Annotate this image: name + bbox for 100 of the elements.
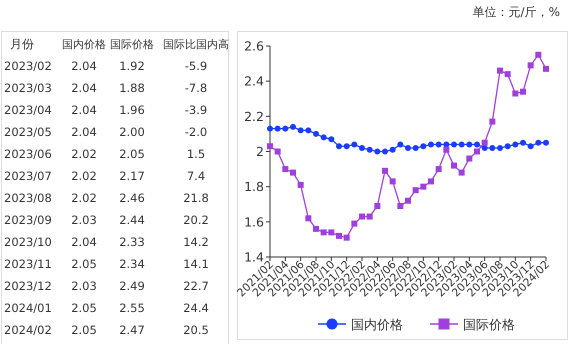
point	[512, 141, 518, 148]
data-label: -2.0	[184, 125, 208, 139]
text: 国内价格	[62, 38, 106, 51]
point	[504, 71, 511, 78]
point	[420, 143, 426, 150]
data-label: 2.05	[71, 301, 97, 315]
data-label: 2.34	[119, 257, 145, 271]
data-label: 2.17	[119, 169, 145, 183]
point	[528, 62, 534, 68]
y-tick-label: 1.6	[244, 214, 264, 230]
point	[405, 198, 411, 204]
point	[305, 215, 312, 222]
point	[336, 143, 342, 150]
point	[366, 146, 373, 153]
data-label: 2.04	[71, 125, 97, 139]
point	[328, 136, 334, 142]
point	[497, 68, 503, 74]
point	[405, 144, 411, 151]
point	[528, 143, 534, 150]
category-label: 2023/10	[4, 235, 52, 249]
point	[420, 184, 426, 190]
data-label: 2.04	[71, 59, 97, 73]
point	[290, 124, 296, 130]
point	[390, 178, 396, 184]
point	[359, 214, 365, 220]
data-label: 7.4	[186, 169, 206, 183]
data-label: 24.4	[183, 301, 209, 315]
data-label: 2.03	[71, 279, 97, 293]
point	[382, 168, 388, 174]
category-label: 2023/03	[4, 81, 52, 95]
data-label: 2.05	[71, 323, 97, 337]
category-label: 2023/04	[4, 103, 52, 117]
data-label: 2.04	[71, 235, 97, 249]
data-label: 1.88	[119, 81, 145, 95]
point	[351, 141, 358, 148]
point	[382, 148, 388, 154]
data-label: 14.2	[183, 235, 209, 249]
point	[320, 134, 327, 140]
point	[428, 141, 434, 148]
point	[290, 170, 296, 176]
category-label: 2024/01	[4, 301, 52, 315]
point	[535, 52, 542, 58]
point	[267, 143, 273, 150]
category-label: 2023/07	[4, 169, 52, 183]
category-label: 2023/08	[4, 191, 52, 205]
point	[351, 220, 358, 227]
data-label: 14.1	[183, 257, 209, 271]
data-label: 2.02	[71, 169, 97, 183]
data-label: 2.49	[119, 279, 145, 293]
y-tick-label: 2.6	[244, 38, 264, 54]
data-label: 2.00	[119, 125, 145, 139]
point	[366, 214, 373, 220]
category-label: 2023/05	[4, 125, 52, 139]
data-label: 2.02	[71, 147, 97, 161]
point	[512, 90, 518, 96]
point	[497, 144, 503, 151]
point	[267, 126, 273, 132]
y-tick-label: 2.4	[244, 74, 264, 89]
data-label: -5.9	[184, 59, 208, 73]
data-label: 21.8	[183, 191, 209, 205]
point	[428, 178, 434, 184]
point	[412, 144, 419, 151]
point	[466, 141, 472, 148]
point	[313, 226, 319, 232]
data-label: 2.46	[119, 191, 145, 205]
data-label: 1.5	[186, 147, 206, 161]
data-label: 2.44	[119, 213, 145, 227]
point	[313, 130, 319, 137]
y-tick-label: 1.8	[244, 179, 264, 194]
point	[489, 144, 496, 151]
text: 国际价格	[110, 38, 154, 51]
point	[504, 143, 511, 150]
point	[489, 118, 496, 125]
point	[443, 146, 450, 153]
point	[535, 140, 542, 146]
data-label: 2.55	[119, 301, 145, 315]
point	[474, 148, 480, 154]
data-label: 2.05	[119, 147, 145, 161]
data-label: 2.04	[71, 81, 97, 95]
y-tick-label: 2.2	[244, 108, 264, 124]
legend-label: 国际价格	[463, 318, 515, 333]
point	[298, 127, 304, 134]
data-label: 2.02	[71, 191, 97, 205]
point	[374, 203, 380, 210]
point	[305, 127, 312, 134]
point	[390, 146, 396, 153]
point	[466, 156, 472, 162]
data-label: 1.96	[119, 103, 145, 117]
point	[520, 88, 526, 95]
data-label: 2.03	[71, 213, 97, 227]
point	[397, 141, 404, 148]
data-label: 20.5	[183, 323, 209, 337]
point	[274, 148, 281, 154]
y-tick-label: 1.4	[244, 250, 264, 264]
point	[282, 126, 288, 132]
category-label: 2023/09	[4, 213, 52, 227]
point	[474, 141, 480, 148]
point	[436, 166, 442, 172]
y-tick-label: 2	[256, 144, 264, 159]
point	[543, 140, 549, 146]
